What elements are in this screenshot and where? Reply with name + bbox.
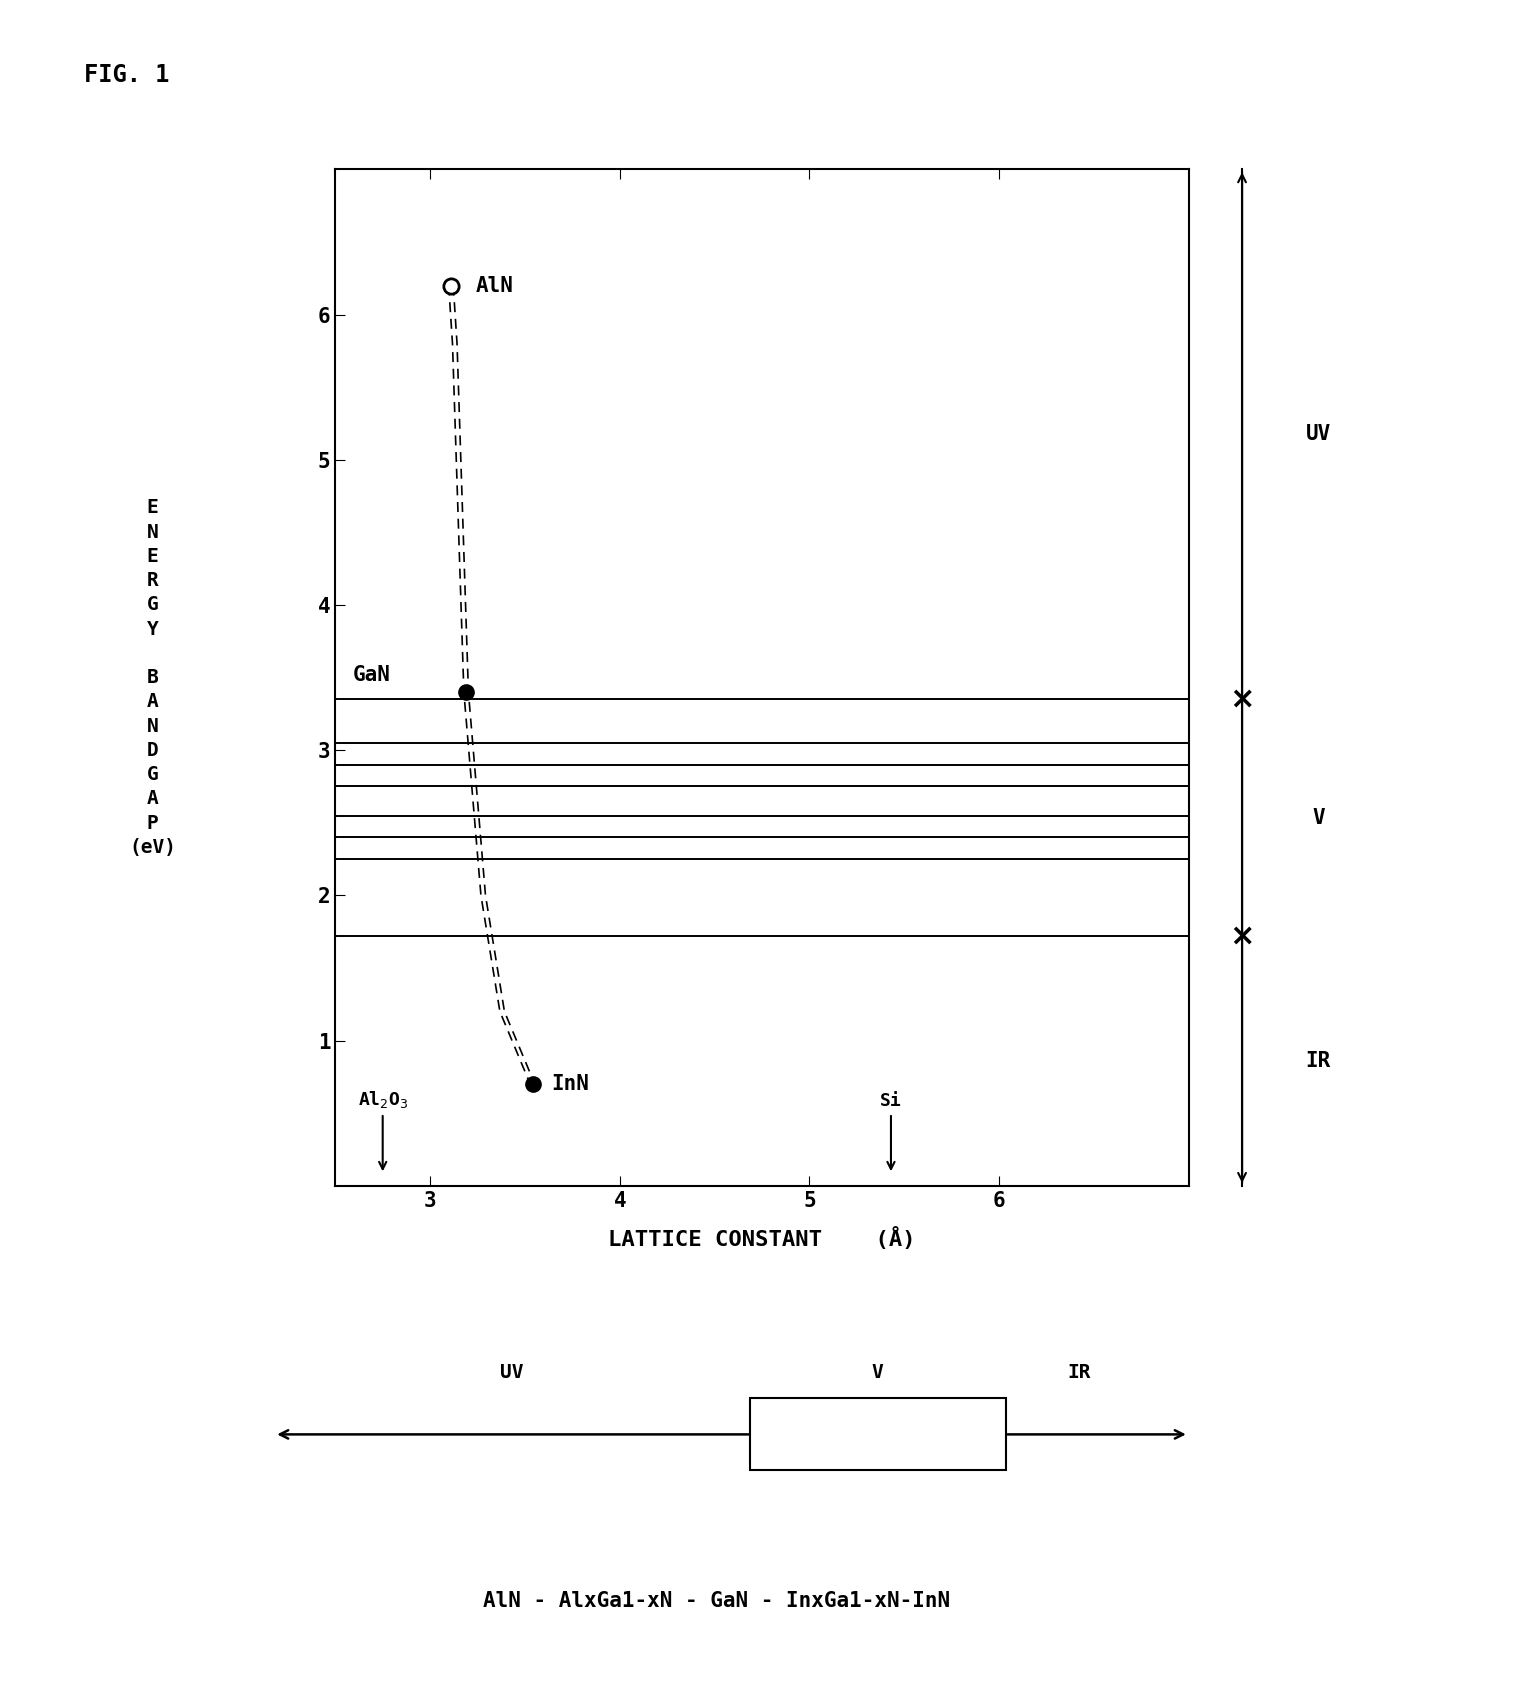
Text: UV: UV [1306,425,1330,444]
Text: GaN: GaN [352,664,390,684]
Bar [750,1399,1006,1470]
Text: V: V [872,1364,884,1382]
Text: ×: × [1230,922,1254,950]
Text: ×: × [1230,684,1254,713]
Text: AlN: AlN [475,276,514,295]
Text: Al$_2$O$_3$: Al$_2$O$_3$ [358,1089,408,1169]
Text: UV: UV [500,1364,524,1382]
Text: E
N
E
R
G
Y
 
B
A
N
D
G
A
P
(eV): E N E R G Y B A N D G A P (eV) [130,498,175,857]
X-axis label: LATTICE CONSTANT    (Å): LATTICE CONSTANT (Å) [608,1228,916,1250]
Text: Si: Si [879,1093,902,1169]
Text: InN: InN [552,1074,590,1094]
Text: FIG. 1: FIG. 1 [84,63,169,86]
Text: AlN - AlxGa1-xN - GaN - InxGa1-xN-InN: AlN - AlxGa1-xN - GaN - InxGa1-xN-InN [483,1591,949,1611]
Text: V: V [1312,808,1324,828]
Text: IR: IR [1067,1364,1091,1382]
Text: IR: IR [1306,1050,1330,1071]
